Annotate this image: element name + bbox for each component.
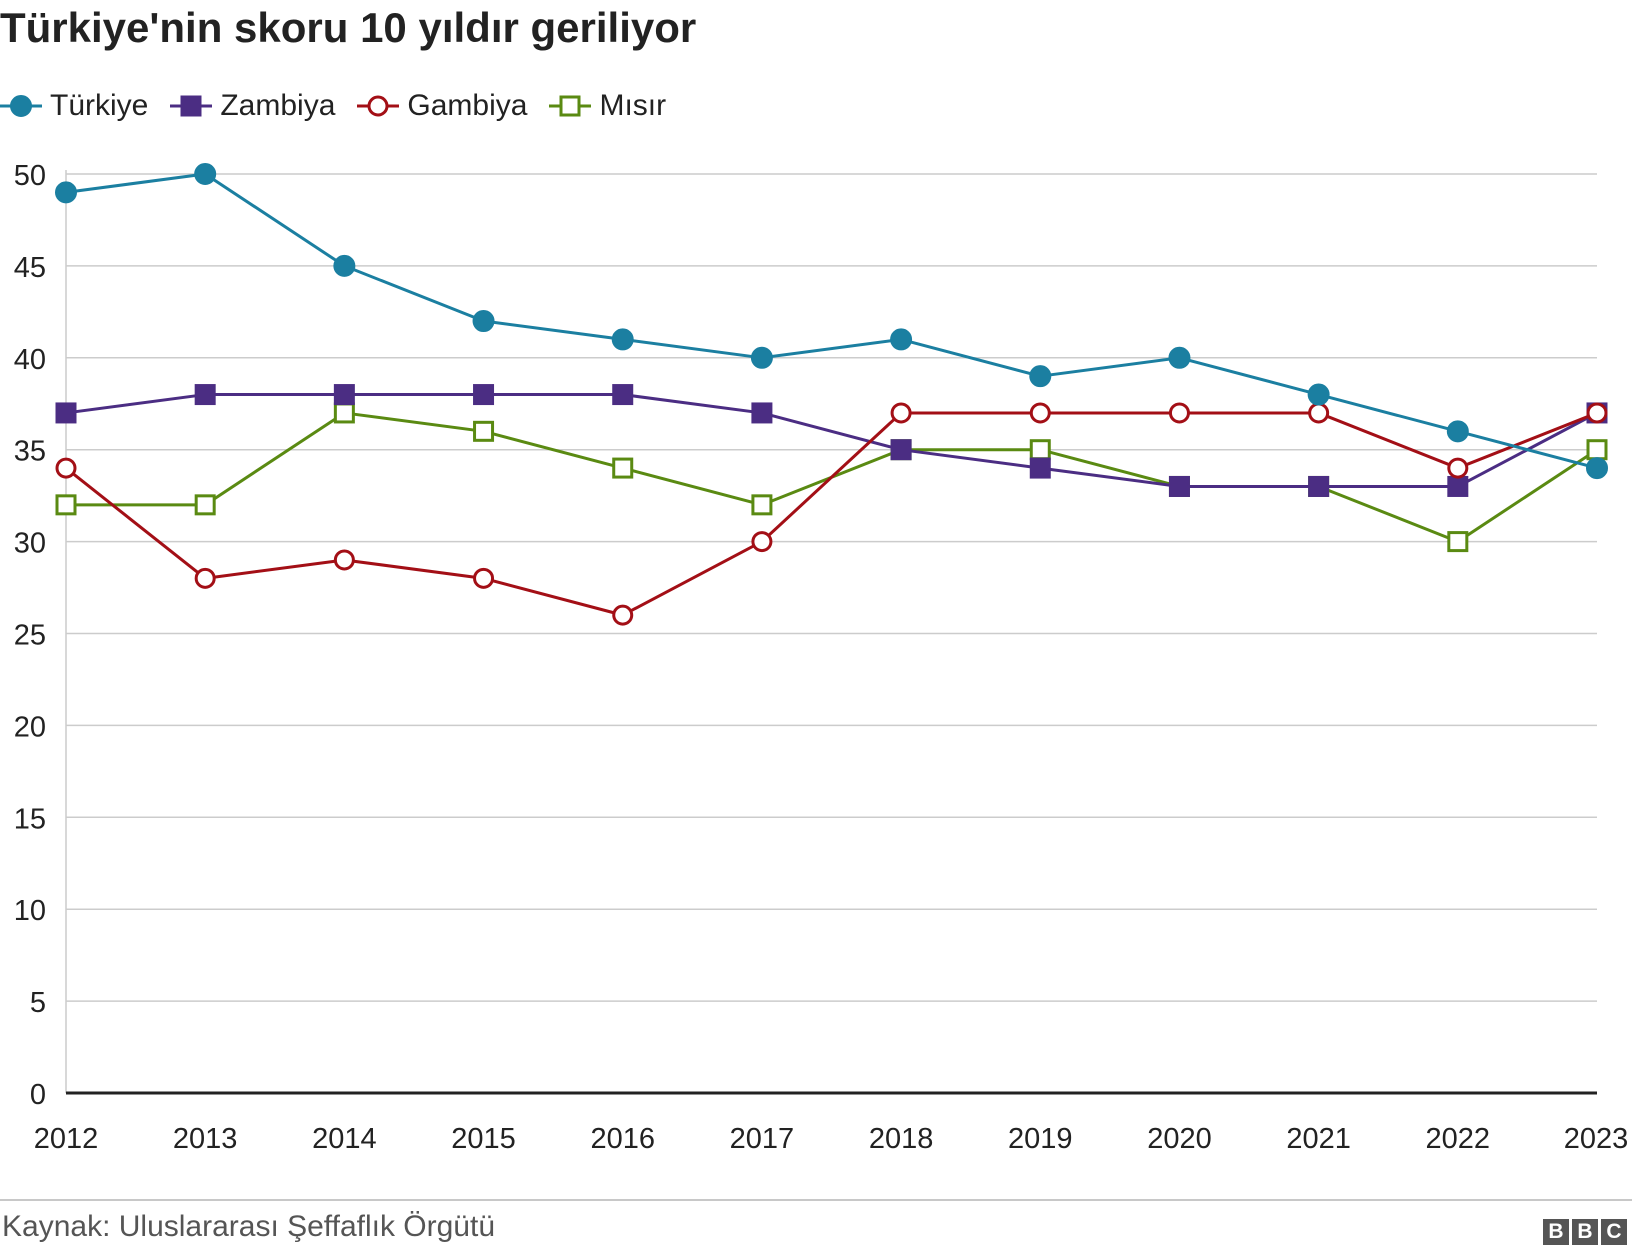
data-point	[751, 531, 773, 553]
series-0	[55, 163, 1608, 480]
x-tick-label: 2019	[1008, 1123, 1073, 1155]
x-tick-label: 2014	[312, 1123, 377, 1155]
data-point	[751, 494, 773, 516]
data-point	[1168, 346, 1191, 369]
data-point	[1447, 457, 1469, 479]
y-tick-label: 45	[14, 252, 46, 284]
data-point	[55, 494, 77, 516]
bbc-logo-letter: B	[1543, 1219, 1569, 1245]
data-point	[612, 457, 634, 479]
chart-title: Türkiye'nin skoru 10 yıldır geriliyor	[0, 4, 697, 51]
y-tick-label: 0	[30, 1079, 46, 1111]
legend-item: Zambiya	[170, 86, 335, 126]
x-tick-label: 2020	[1147, 1123, 1212, 1155]
y-tick-label: 35	[14, 436, 46, 468]
data-point	[1029, 457, 1051, 479]
data-point	[1447, 475, 1469, 497]
y-tick-label: 15	[14, 803, 46, 835]
data-point	[1307, 383, 1330, 406]
series-line	[65, 172, 1598, 470]
data-point	[751, 402, 773, 424]
data-point	[194, 567, 216, 589]
legend-item: Mısır	[549, 86, 666, 126]
legend-label: Türkiye	[50, 89, 149, 122]
legend-marker	[559, 95, 581, 117]
data-point	[1029, 365, 1052, 388]
data-point	[1446, 420, 1469, 443]
data-point	[1308, 402, 1330, 424]
data-point	[1586, 439, 1608, 461]
legend-item: Gambiya	[357, 86, 527, 126]
y-tick-label: 5	[30, 987, 46, 1019]
series-line	[65, 393, 1598, 488]
footer-divider	[0, 1199, 1632, 1201]
legend-swatch	[549, 95, 592, 117]
y-tick-label: 50	[14, 160, 46, 192]
bbc-logo-letter: C	[1601, 1219, 1627, 1245]
data-point	[612, 384, 634, 406]
data-point	[55, 457, 77, 479]
data-point	[1447, 531, 1469, 553]
data-point	[333, 254, 356, 277]
data-point	[1168, 402, 1190, 424]
y-tick-label: 40	[14, 344, 46, 376]
bbc-logo: B B C	[1540, 1219, 1627, 1245]
legend-marker	[367, 95, 389, 117]
data-point	[194, 384, 216, 406]
y-tick-label: 30	[14, 528, 46, 560]
data-point	[473, 420, 495, 442]
line-chart: 0 5 10 15 20 25 30 35 40 45 50 2012 2013 2014 2015 2016…	[14, 160, 1629, 1155]
legend-marker	[180, 95, 202, 117]
data-point	[473, 384, 495, 406]
data-point	[55, 402, 77, 424]
legend-label: Gambiya	[407, 89, 528, 122]
data-point	[1168, 475, 1190, 497]
data-point	[333, 384, 355, 406]
x-tick-label: 2016	[590, 1123, 655, 1155]
x-tick-label: 2012	[34, 1123, 99, 1155]
data-point	[55, 181, 77, 204]
data-point	[1308, 475, 1330, 497]
x-tick-label: 2015	[451, 1123, 516, 1155]
x-tick-label: 2013	[173, 1123, 238, 1155]
data-point	[194, 163, 217, 185]
data-point	[333, 402, 355, 424]
data-point	[473, 567, 495, 589]
y-tick-label: 25	[14, 620, 46, 652]
series-line	[65, 411, 1598, 617]
legend-label: Mısır	[599, 89, 667, 122]
data-point	[1029, 439, 1051, 461]
legend-swatch	[170, 95, 213, 117]
data-point	[611, 328, 634, 351]
data-point	[333, 549, 355, 571]
data-point	[194, 494, 216, 516]
data-point	[612, 604, 634, 626]
legend-swatch	[357, 95, 400, 117]
data-point	[890, 328, 913, 351]
x-tick-label: 2018	[869, 1123, 934, 1155]
x-tick-label: 2017	[730, 1123, 795, 1155]
data-point	[890, 439, 912, 461]
data-point	[750, 346, 773, 369]
data-point	[1586, 457, 1608, 480]
bbc-logo-letter: B	[1572, 1219, 1598, 1245]
x-tick-label: 2021	[1286, 1123, 1351, 1155]
series-1	[55, 384, 1608, 497]
legend-marker	[10, 95, 32, 117]
y-tick-label: 10	[14, 895, 46, 927]
legend-label: Zambiya	[220, 89, 336, 122]
data-point	[472, 310, 495, 333]
x-tick-label: 2023	[1564, 1123, 1629, 1155]
data-point	[1586, 402, 1608, 424]
source-note: Kaynak: Uluslararası Şeffaflık Örgütü	[2, 1210, 496, 1243]
legend-swatch	[0, 95, 42, 117]
y-tick-label: 20	[14, 711, 46, 743]
chart-legend: Türkiye Zambiya Gambiya Mısır	[0, 86, 688, 126]
x-tick-label: 2022	[1426, 1123, 1491, 1155]
legend-item: Türkiye	[0, 86, 148, 126]
series-2	[55, 402, 1608, 626]
data-point	[890, 402, 912, 424]
data-point	[1029, 402, 1051, 424]
